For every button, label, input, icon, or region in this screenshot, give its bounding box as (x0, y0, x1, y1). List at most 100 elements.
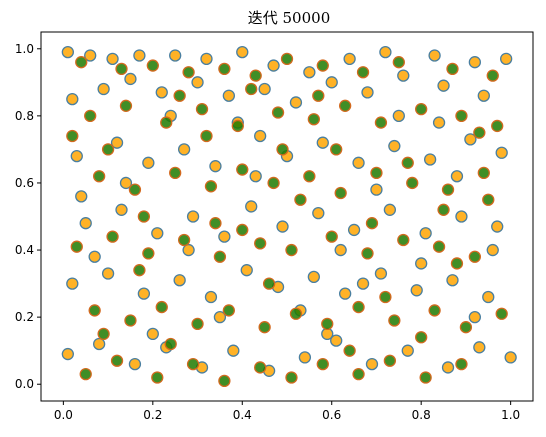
data-point-s0-3 (133, 49, 146, 62)
x-tick-label-3: 0.6 (322, 408, 341, 422)
data-point-s0-35 (352, 156, 365, 169)
data-point-s1-59 (459, 321, 473, 334)
data-point-s1-66 (254, 361, 267, 374)
data-point-s1-11 (486, 69, 499, 82)
data-point-s0-68 (128, 357, 142, 371)
data-point-s0-91 (75, 190, 88, 203)
data-point-s0-65 (482, 290, 495, 304)
data-point-s1-6 (280, 52, 294, 65)
data-point-s0-62 (374, 267, 388, 280)
data-point-s0-28 (110, 136, 124, 149)
data-point-s0-40 (79, 217, 92, 230)
data-point-s1-12 (84, 109, 97, 123)
data-point-s0-11 (428, 49, 441, 62)
data-point-s0-75 (365, 357, 379, 371)
data-point-s0-47 (312, 206, 325, 220)
data-point-s0-58 (240, 264, 253, 277)
data-point-s1-7 (316, 59, 329, 72)
data-point-s1-19 (338, 99, 352, 112)
y-tick-label-0: 0.0 (15, 377, 34, 391)
data-point-s1-91 (164, 337, 177, 351)
data-point-s1-29 (267, 176, 280, 190)
data-point-s1-27 (204, 180, 218, 193)
data-point-s0-43 (186, 210, 200, 223)
data-point-s0-42 (151, 227, 164, 240)
data-point-s1-33 (406, 176, 419, 190)
data-point-s1-37 (106, 230, 119, 243)
data-point-s1-60 (495, 307, 508, 320)
data-point-s0-32 (254, 129, 267, 143)
data-point-s1-70 (383, 354, 397, 367)
data-point-s1-75 (173, 89, 186, 102)
data-point-s1-15 (195, 103, 209, 116)
data-point-s0-39 (495, 146, 508, 159)
data-point-s1-57 (388, 314, 401, 327)
data-point-s1-38 (142, 247, 155, 260)
data-point-s1-24 (93, 170, 106, 183)
data-point-s1-95 (482, 193, 495, 206)
data-point-s1-48 (88, 304, 101, 317)
data-point-s0-71 (227, 344, 240, 357)
data-point-s0-6 (236, 45, 249, 59)
data-point-s0-44 (218, 230, 231, 243)
data-point-s0-73 (298, 351, 312, 364)
data-point-s0-38 (464, 133, 477, 146)
data-point-s1-22 (455, 109, 468, 123)
data-point-s0-20 (258, 82, 271, 96)
data-point-s0-55 (137, 287, 151, 300)
data-point-s1-79 (330, 143, 343, 156)
data-point-s0-78 (473, 341, 486, 354)
data-point-s0-57 (204, 290, 218, 304)
data-point-s1-83 (473, 126, 486, 139)
data-point-s1-36 (70, 240, 83, 253)
data-point-s1-63 (151, 371, 164, 384)
x-tick-label-0: 0.0 (54, 408, 73, 422)
data-point-s0-31 (209, 160, 222, 173)
data-point-s1-3 (182, 66, 195, 79)
data-point-s0-87 (370, 183, 383, 196)
data-point-s0-17 (155, 86, 168, 99)
data-point-s0-23 (361, 86, 374, 99)
data-point-s0-0 (61, 45, 74, 59)
data-point-s0-80 (88, 250, 101, 263)
data-point-s0-14 (66, 92, 79, 106)
data-point-s0-5 (200, 52, 213, 65)
x-tick-label-4: 0.8 (412, 408, 431, 422)
data-point-s0-53 (66, 277, 79, 290)
data-point-s0-16 (124, 72, 137, 86)
data-point-s0-22 (325, 76, 338, 89)
y-tick-label-5: 1.0 (15, 42, 34, 56)
data-point-s0-25 (437, 79, 450, 92)
data-point-s0-29 (142, 156, 155, 169)
data-point-s0-64 (446, 274, 459, 287)
x-tick-label-1: 0.2 (143, 408, 162, 422)
data-point-s1-73 (101, 143, 115, 156)
y-tick-label-3: 0.6 (15, 176, 34, 190)
data-point-s0-26 (477, 89, 490, 102)
data-point-s1-64 (186, 357, 200, 371)
data-point-s1-80 (365, 217, 379, 230)
data-point-s1-89 (379, 290, 392, 304)
data-point-s0-34 (316, 136, 329, 149)
data-point-s1-67 (285, 371, 298, 384)
data-point-s0-50 (419, 227, 432, 240)
data-point-s0-54 (101, 267, 115, 280)
data-point-s0-49 (383, 203, 397, 216)
data-point-s0-90 (486, 243, 499, 257)
data-point-s0-96 (468, 310, 482, 324)
data-point-s0-9 (343, 52, 356, 65)
data-point-s0-92 (146, 327, 159, 341)
data-point-s1-72 (455, 357, 468, 371)
data-point-s1-77 (245, 82, 258, 96)
data-point-s1-17 (271, 106, 285, 119)
data-point-s0-2 (106, 52, 119, 65)
data-point-s1-39 (177, 233, 191, 247)
data-point-s0-10 (379, 45, 392, 59)
data-point-s0-30 (177, 143, 191, 156)
data-point-s1-2 (146, 59, 159, 72)
data-point-s1-74 (137, 210, 151, 223)
data-point-s0-18 (191, 76, 204, 89)
data-point-s0-99 (432, 116, 446, 129)
data-point-s1-56 (352, 300, 365, 314)
